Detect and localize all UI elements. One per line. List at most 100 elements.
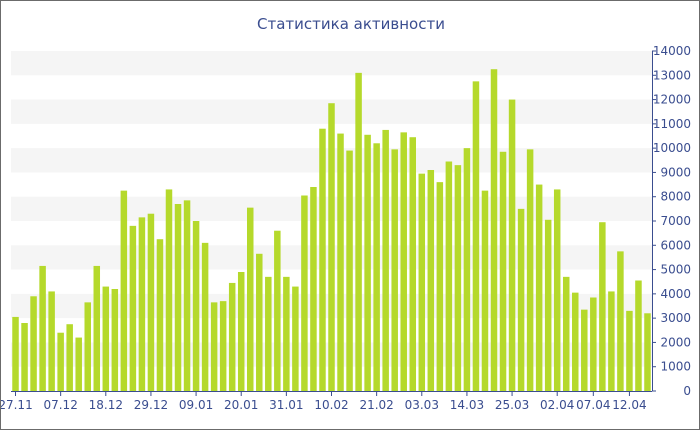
x-tick-label: 03.03 xyxy=(405,398,439,412)
bar xyxy=(84,302,91,391)
x-tick-label: 25.03 xyxy=(495,398,529,412)
y-tick-label: 7000 xyxy=(660,214,691,228)
axes-group xyxy=(11,50,656,396)
bar xyxy=(382,129,389,391)
bar xyxy=(400,132,407,391)
bar xyxy=(590,297,597,391)
bar xyxy=(626,310,633,391)
x-tick-label: 10.02 xyxy=(314,398,348,412)
bar xyxy=(283,276,290,391)
bar xyxy=(635,280,642,391)
y-tick-label: 1000 xyxy=(660,360,691,374)
bar xyxy=(481,190,489,391)
bar xyxy=(75,337,82,391)
x-tick-label: 12.04 xyxy=(612,398,646,412)
bar xyxy=(328,103,335,391)
bar xyxy=(436,182,444,391)
y-tick-label: 11000 xyxy=(653,117,691,131)
y-tick-label: 10000 xyxy=(653,141,691,155)
x-tick-labels: 27.11 07.12 18.12 29.12 09.01 20.01 31.01 10.02… xyxy=(1,398,647,412)
grid-band xyxy=(11,51,652,76)
y-tick-label: 2000 xyxy=(660,335,691,349)
bar xyxy=(310,187,317,391)
y-tick-label: 6000 xyxy=(660,238,691,252)
bar xyxy=(544,219,552,391)
bars-group xyxy=(12,69,651,392)
bar xyxy=(355,72,362,391)
y-tick-label: 12000 xyxy=(653,93,691,107)
y-tick-label: 3000 xyxy=(660,311,691,325)
bar xyxy=(490,69,498,391)
bar xyxy=(228,282,236,391)
bar xyxy=(517,208,525,391)
bar xyxy=(147,213,155,391)
bar xyxy=(301,195,308,391)
bar xyxy=(246,207,254,391)
bar xyxy=(608,291,615,391)
bar xyxy=(48,291,55,391)
x-tick-label: 07.12 xyxy=(43,398,77,412)
bar xyxy=(526,149,534,391)
bar xyxy=(445,161,453,391)
bar xyxy=(364,134,371,392)
bar xyxy=(373,143,380,391)
y-tick-labels: 0 1000 2000 3000 4000 5000 6000 7000 8000 9000 100… xyxy=(653,44,691,398)
x-tick-label: 20.01 xyxy=(224,398,258,412)
y-tick-label: 8000 xyxy=(660,190,691,204)
bar xyxy=(12,316,19,391)
bar xyxy=(409,137,417,391)
bar xyxy=(346,150,353,391)
x-tick-label: 21.02 xyxy=(359,398,393,412)
bar xyxy=(210,302,218,391)
bar xyxy=(535,184,543,391)
bar xyxy=(337,133,344,392)
y-tick-label: 0 xyxy=(683,384,691,398)
bar xyxy=(120,190,128,391)
x-tick-label: 09.01 xyxy=(179,398,213,412)
bar xyxy=(192,221,200,391)
bar xyxy=(156,239,164,391)
bar xyxy=(472,81,480,391)
bar xyxy=(219,301,227,391)
y-tick-label: 14000 xyxy=(653,44,691,58)
bar xyxy=(138,217,146,391)
x-tick-label: 02.04 xyxy=(540,398,574,412)
bar xyxy=(129,225,137,391)
bar xyxy=(265,276,272,391)
bar xyxy=(463,148,471,391)
bar xyxy=(499,151,507,391)
chart-title: Статистика активности xyxy=(257,15,445,33)
bar xyxy=(617,251,624,391)
x-tick-label: 14.03 xyxy=(450,398,484,412)
bar xyxy=(21,323,28,391)
x-tick-label: 18.12 xyxy=(89,398,123,412)
bar xyxy=(319,128,326,391)
bar xyxy=(174,204,182,391)
bar xyxy=(102,286,110,391)
bar xyxy=(508,99,516,392)
bar xyxy=(39,265,46,391)
bar xyxy=(553,189,561,391)
bar xyxy=(165,189,173,391)
x-tick-label: 07.04 xyxy=(576,398,610,412)
bar xyxy=(201,242,209,391)
bar xyxy=(274,230,281,391)
bar xyxy=(427,170,435,391)
bar xyxy=(66,324,73,391)
x-tick-label: 27.11 xyxy=(1,398,33,412)
bar xyxy=(581,309,588,391)
y-tick-label: 4000 xyxy=(660,287,691,301)
y-tick-label: 9000 xyxy=(660,165,691,179)
bar xyxy=(644,313,651,391)
bar xyxy=(57,332,64,391)
bar xyxy=(599,222,606,391)
bar xyxy=(454,165,462,391)
bar xyxy=(562,276,570,391)
y-tick-label: 5000 xyxy=(660,263,691,277)
bar xyxy=(183,200,191,391)
y-tick-label: 13000 xyxy=(653,68,691,82)
bar xyxy=(93,265,101,391)
bar xyxy=(391,149,398,391)
